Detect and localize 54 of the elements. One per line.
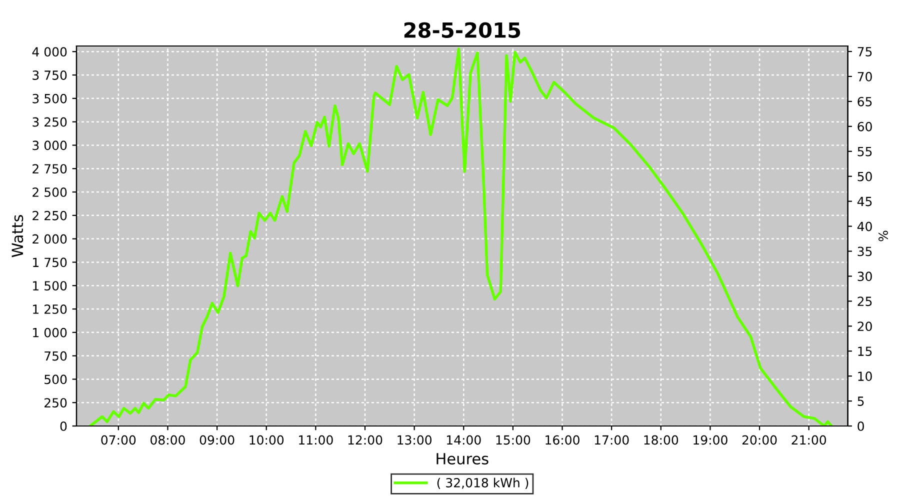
y2-tick-label: 15 — [858, 346, 872, 356]
y-tick-label: 1 500 — [33, 281, 67, 291]
y2-tick-label: 75 — [858, 47, 872, 56]
y-tick-label: 2 750 — [32, 164, 67, 174]
y-tick-label: 3 500 — [32, 94, 67, 104]
y-tick-label: 2 000 — [32, 234, 67, 244]
y-tick-label: 2 500 — [32, 187, 67, 197]
y-tick-label: 1 750 — [33, 258, 67, 268]
x-tick-label: 07:00 — [101, 435, 136, 445]
y2-tick-label: 20 — [858, 322, 872, 332]
x-tick-label: 20:00 — [742, 435, 777, 445]
y-tick-label: 3 250 — [32, 117, 67, 127]
y2-tick-label: 50 — [858, 172, 872, 182]
y2-tick-label: 45 — [857, 196, 872, 206]
line-series — [88, 48, 833, 426]
y2-tick-label: 55 — [858, 146, 872, 156]
y-tick-label: 1 000 — [33, 328, 67, 338]
y-tick-label: 500 — [44, 374, 67, 384]
y2-tick-label: 65 — [858, 96, 872, 106]
chart-title: 28-5-2015 — [404, 22, 520, 38]
x-tick-label: 08:00 — [150, 435, 185, 445]
y2-tick-label: 0 — [858, 421, 864, 431]
y-axis-title: Watts — [12, 215, 24, 258]
y-tick-label: 4 000 — [32, 47, 67, 57]
y-tick-label: 250 — [44, 398, 67, 408]
x-tick-label: 18:00 — [644, 435, 678, 445]
x-tick-label: 21:00 — [792, 435, 826, 445]
y2-tick-label: 35 — [858, 246, 872, 256]
y2-tick-label: 5 — [858, 396, 864, 406]
x-tick-label: 14:00 — [446, 435, 481, 445]
y2-tick-label: 30 — [858, 272, 872, 282]
y-tick-label: 0 — [60, 421, 67, 431]
y2-tick-label: 10 — [858, 372, 872, 381]
y2-tick-label: 70 — [858, 72, 872, 82]
x-tick-label: 15:00 — [496, 435, 530, 445]
legend-label: ( 32,018 kWh ) — [437, 478, 528, 489]
y-tick-label: 750 — [44, 351, 67, 361]
x-tick-label: 09:00 — [200, 435, 234, 445]
x-tick-label: 13:00 — [398, 435, 432, 445]
x-tick-label: 16:00 — [546, 435, 580, 445]
y2-tick-label: 40 — [857, 222, 872, 232]
x-tick-label: 10:00 — [250, 435, 284, 445]
x-tick-label: 12:00 — [348, 435, 382, 445]
x-tick-label: 17:00 — [594, 435, 629, 445]
y2-tick-label: 25 — [858, 296, 872, 306]
y-tick-label: 3 750 — [32, 70, 67, 80]
x-tick-label: 19:00 — [694, 435, 728, 445]
x-axis-title: Heures — [436, 453, 488, 465]
y2-tick-label: 60 — [858, 122, 872, 132]
x-tick-label: 11:00 — [299, 435, 333, 445]
y-tick-label: 2 250 — [32, 210, 67, 220]
y2-axis-title: % — [878, 230, 888, 242]
y-tick-label: 1 250 — [33, 304, 67, 314]
y-tick-label: 3 000 — [32, 140, 67, 150]
